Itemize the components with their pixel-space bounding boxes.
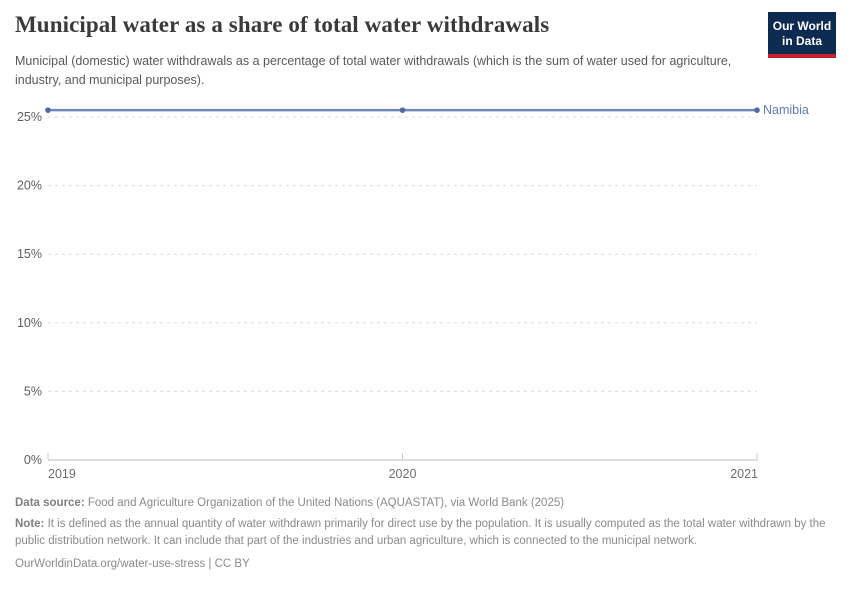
chart-title: Municipal water as a share of total wate… [15, 12, 550, 37]
series-label-namibia[interactable]: Namibia [763, 103, 809, 117]
logo-line1: Our World [772, 19, 832, 33]
x-tick-label: 2020 [389, 467, 417, 481]
y-tick-label: 15% [17, 247, 42, 261]
data-point[interactable] [754, 107, 760, 113]
y-tick-label: 5% [24, 384, 42, 398]
y-tick-label: 0% [24, 453, 42, 467]
data-point[interactable] [399, 107, 406, 113]
data-source-line: Data source: Food and Agriculture Organi… [15, 495, 827, 512]
chart-subtitle: Municipal (domestic) water withdrawals a… [15, 54, 732, 87]
x-tick-label: 2019 [48, 467, 76, 481]
y-tick-label: 10% [17, 316, 42, 330]
data-source-text: Food and Agriculture Organization of the… [84, 497, 565, 509]
owid-logo[interactable]: Our World in Data [768, 12, 836, 58]
data-source-label: Data source: [15, 497, 85, 509]
logo-line2: in Data [781, 34, 822, 48]
y-tick-label: 25% [17, 110, 42, 124]
data-point[interactable] [45, 107, 51, 113]
note-line: Note: It is defined as the annual quanti… [15, 516, 827, 550]
x-tick-label: 2021 [730, 467, 758, 481]
y-tick-label: 20% [17, 179, 42, 193]
note-text: It is defined as the annual quantity of … [15, 518, 826, 547]
note-label: Note: [15, 518, 45, 530]
canonical-link[interactable]: OurWorldinData.org/water-use-stress | CC… [15, 558, 250, 570]
chart-footer: Data source: Food and Agriculture Organi… [15, 495, 827, 577]
